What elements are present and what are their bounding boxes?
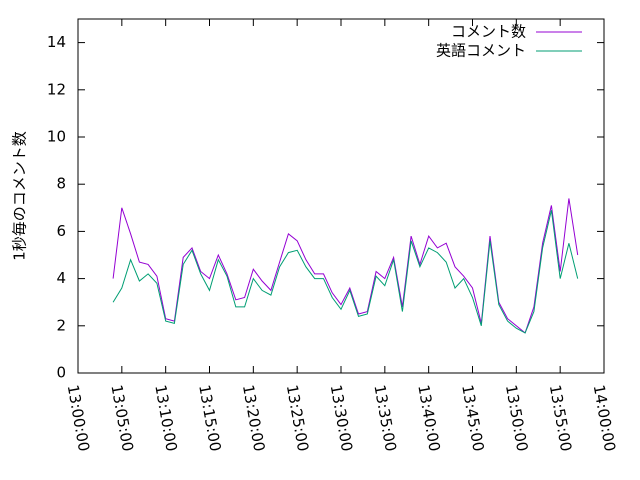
- y-axis-label: 1秒毎のコメント数: [11, 131, 29, 261]
- y-tick-label: 10: [47, 128, 66, 146]
- legend-label: コメント数: [451, 23, 526, 41]
- x-tick-label: 13:55:00: [546, 383, 575, 452]
- x-tick-label: 14:00:00: [590, 383, 619, 452]
- y-tick-label: 12: [47, 80, 66, 98]
- y-tick-label: 6: [56, 222, 66, 240]
- y-tick-label: 2: [56, 316, 66, 334]
- data-line: [112, 210, 579, 334]
- legend-label: 英語コメント: [436, 42, 526, 60]
- x-tick-label: 13:35:00: [370, 383, 399, 452]
- x-tick-label: 13:25:00: [283, 383, 312, 452]
- x-tick-label: 13:20:00: [239, 383, 268, 452]
- x-tick-label: 13:50:00: [502, 383, 531, 452]
- plot-border: [77, 18, 605, 374]
- x-tick-label: 13:00:00: [64, 383, 93, 452]
- y-tick-label: 4: [56, 269, 66, 287]
- x-tick-label: 13:30:00: [327, 383, 356, 452]
- x-tick-label: 13:45:00: [458, 383, 487, 452]
- x-tick-label: 13:40:00: [414, 383, 443, 452]
- x-tick-label: 13:05:00: [107, 383, 136, 452]
- y-tick-label: 0: [56, 364, 66, 382]
- data-line: [112, 198, 579, 334]
- x-tick-label: 13:10:00: [151, 383, 180, 452]
- x-tick-label: 13:15:00: [195, 383, 224, 452]
- y-tick-label: 8: [56, 175, 66, 193]
- y-tick-label: 14: [47, 33, 66, 51]
